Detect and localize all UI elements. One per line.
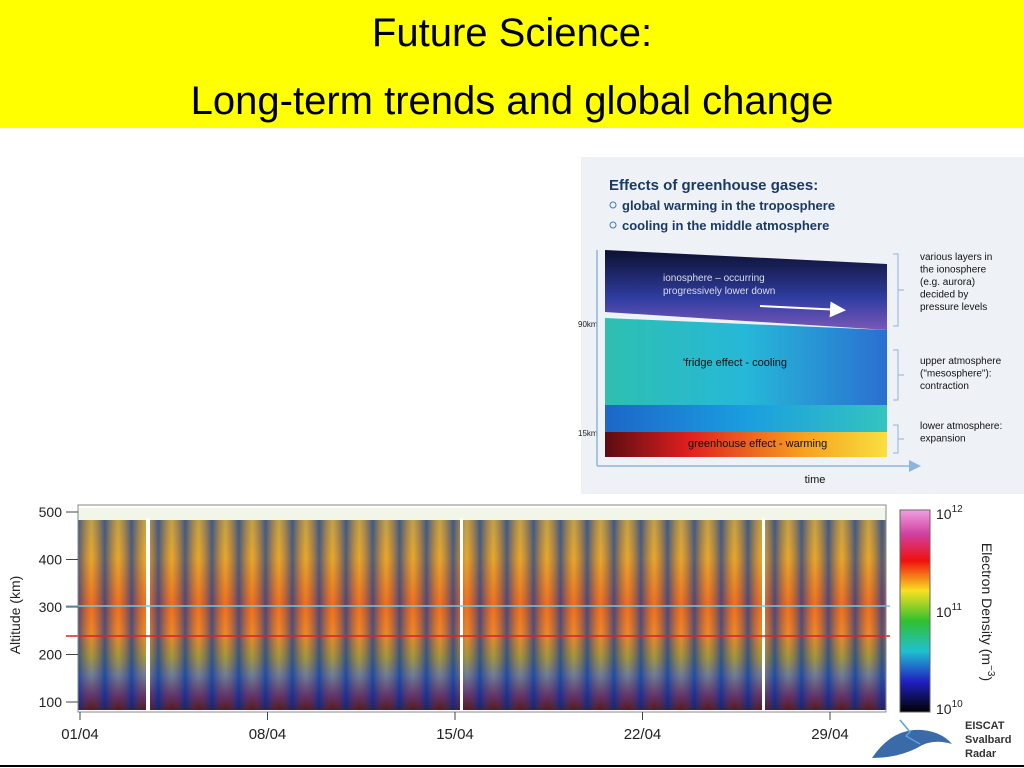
title: Future Science:: [372, 11, 652, 55]
plot-frame: [77, 504, 887, 713]
colorbar-label-text: Electron Density (m: [979, 543, 995, 665]
note-text: decided by: [920, 290, 968, 301]
colorbar-tick-base: 10: [936, 506, 952, 522]
y-tick-label: 100: [39, 694, 63, 710]
brace: [893, 424, 904, 454]
colorbar-tick-exp: 12: [952, 504, 964, 515]
y-tick-label: 300: [39, 599, 63, 615]
bullet-text: global warming in the troposphere: [622, 198, 835, 213]
note-text: (e.g. aurora): [920, 277, 975, 288]
stratosphere-layer: [605, 405, 887, 432]
x-tick-label: 22/04: [624, 726, 662, 743]
data-gap: [146, 518, 150, 710]
y-tick-label: 400: [39, 552, 63, 568]
colorbar-tick-label: 1011: [936, 602, 962, 620]
bullet-text: cooling in the middle atmosphere: [622, 218, 829, 233]
altitude-label: 15km: [578, 429, 598, 438]
note-text: ("mesosphere"):: [920, 369, 992, 380]
x-tick-label: 29/04: [811, 726, 849, 743]
troposphere-layer: [605, 432, 887, 457]
header-band: [0, 0, 1024, 128]
colorbar-tick-base: 10: [936, 701, 952, 717]
x-tick-label: 15/04: [436, 726, 474, 743]
colorbar-tick-label: 1012: [936, 504, 963, 522]
brace: [893, 253, 904, 327]
data-gap: [762, 518, 765, 710]
note-text: upper atmosphere: [920, 356, 1002, 367]
spectrogram-top: [78, 508, 886, 520]
x-tick-label: 01/04: [61, 726, 99, 743]
logo-text: Radar: [965, 748, 997, 760]
colorbar-label: Electron Density (m−3): [979, 543, 996, 681]
arrow: [759, 301, 846, 318]
layer-label: greenhouse effect - warming: [688, 438, 827, 450]
logo-text: Svalbard: [965, 734, 1011, 746]
note-text: expansion: [920, 434, 966, 445]
plot: Altitude (km) 500 400 300 200 100 01/04 08/04…: [7, 504, 996, 743]
y-tick-label: 500: [39, 504, 63, 520]
colorbar-label-exp: −3: [985, 665, 996, 677]
y-axis-label: Altitude (km): [7, 576, 23, 655]
axis-label: time: [805, 474, 826, 486]
bullet: [609, 201, 617, 209]
spectrogram-diurnal: [78, 520, 886, 710]
mesosphere-layer: [605, 318, 887, 405]
colorbar-tick-exp: 11: [952, 602, 963, 613]
diagram-title: Effects of greenhouse gases:: [609, 177, 818, 194]
diagram: Effects of greenhouse gases: global warm…: [578, 157, 1024, 494]
logo-text: EISCAT: [965, 720, 1005, 732]
colorbar: [899, 509, 931, 713]
layer-label: ionosphere – occurring: [663, 273, 765, 284]
data-gap: [460, 518, 463, 710]
ionosphere-layer: [605, 250, 887, 330]
layer-label: 'fridge effect - cooling: [683, 357, 787, 369]
x-tick-label: 08/04: [249, 726, 287, 743]
title: Long-term trends and global change: [191, 79, 834, 123]
colorbar-tick-base: 10: [936, 604, 952, 620]
logo-spark: [899, 719, 921, 745]
note-text: various layers in: [920, 252, 992, 263]
altitude-label: 90km: [578, 320, 598, 329]
note-text: the ionosphere: [920, 265, 987, 276]
y-tick-label: 200: [39, 647, 63, 663]
logo-mark: [872, 729, 952, 758]
note-text: pressure levels: [920, 302, 987, 313]
logo: EISCAT Svalbard Radar: [872, 719, 1011, 760]
colorbar-tick-label: 1010: [936, 699, 963, 717]
note-text: lower atmosphere:: [920, 421, 1002, 432]
colorbar-tick-exp: 10: [952, 699, 964, 710]
colorbar-label-close: ): [979, 676, 995, 681]
bullet: [609, 221, 617, 229]
layer-label: progressively lower down: [663, 286, 775, 297]
note-text: contraction: [920, 381, 969, 392]
brace: [893, 349, 904, 401]
